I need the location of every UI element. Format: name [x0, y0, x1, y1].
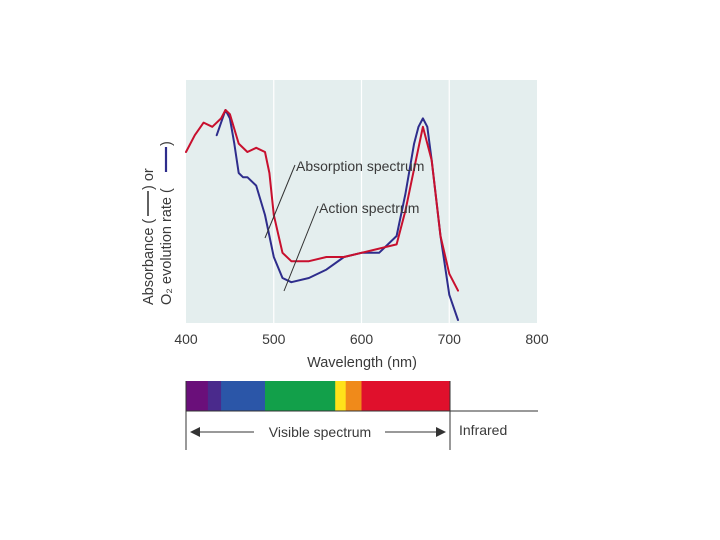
y-axis-title-line1: Absorbance (: [141, 219, 157, 305]
visible-spectrum-bar: [186, 381, 450, 411]
spectrum-band-7: [361, 381, 450, 411]
annotation-action-leader: [283, 205, 319, 292]
spectrum-band-2: [207, 381, 222, 411]
x-tick-labels: 400 500 600 700 800: [174, 331, 549, 347]
grid-lines: [273, 80, 450, 323]
annotation-absorption-spectrum: Absorption spectrum: [296, 158, 424, 174]
visible-spectrum-arrowhead-right: [436, 427, 446, 437]
series-lines: [185, 109, 459, 321]
spectrum-band-6: [345, 381, 362, 411]
x-tick-label-800: 800: [525, 331, 549, 347]
spectrum-band-1: [186, 381, 209, 411]
x-tick-label-600: 600: [350, 331, 374, 347]
x-tick-label-400: 400: [174, 331, 198, 347]
y-axis-title-line2-end: ): [159, 141, 175, 146]
spectrum-band-3: [221, 381, 266, 411]
y-axis-title-line2: O₂ evolution rate (: [159, 188, 175, 305]
y-axis-title: Absorbance ( ) or O₂ evolution rate ( ): [141, 141, 175, 305]
annotation-action-spectrum: Action spectrum: [319, 200, 419, 216]
x-axis-title: Wavelength (nm): [307, 355, 417, 371]
svg-text:) or: ) or: [141, 168, 157, 190]
x-tick-label-700: 700: [438, 331, 462, 347]
annotation-absorption-leader: [264, 164, 296, 239]
svg-text:): ): [159, 141, 175, 146]
infrared-label: Infrared: [459, 422, 507, 438]
spectrum-band-5: [335, 381, 347, 411]
x-tick-label-500: 500: [262, 331, 286, 347]
series-line-absorption-spectrum: [215, 109, 459, 321]
visible-spectrum-label: Visible spectrum: [269, 424, 371, 440]
series-line-action-spectrum: [185, 109, 459, 292]
visible-spectrum-arrowhead-left: [190, 427, 200, 437]
spectrum-band-4: [265, 381, 336, 411]
svg-text:Absorbance (: Absorbance (: [141, 219, 157, 305]
y-axis-title-line1-end: ) or: [141, 168, 157, 190]
svg-text:O₂ evolution rate (: O₂ evolution rate (: [159, 188, 175, 305]
